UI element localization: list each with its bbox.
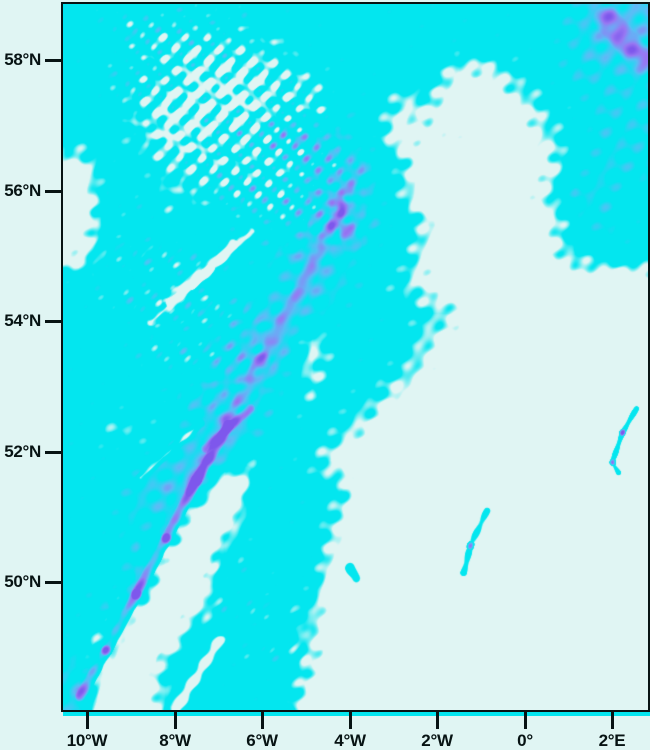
y-tick-mark — [45, 190, 63, 193]
y-tick-label: 56°N — [4, 181, 41, 200]
x-tick-label: 10°W — [66, 731, 108, 750]
x-tick-mark — [524, 712, 527, 729]
x-tick-label: 6°W — [246, 731, 278, 750]
x-tick-label: 8°W — [159, 731, 191, 750]
y-tick-label: 50°N — [4, 572, 41, 591]
map-field-canvas — [63, 4, 648, 710]
x-tick-label: 0° — [517, 731, 533, 750]
y-tick-label: 52°N — [4, 442, 41, 461]
x-tick-mark — [261, 712, 264, 729]
y-tick-mark — [45, 59, 63, 62]
x-tick-label: 2°W — [421, 731, 453, 750]
x-tick-label: 2°E — [598, 731, 626, 750]
y-tick-mark — [45, 451, 63, 454]
x-tick-label: 4°W — [334, 731, 366, 750]
y-tick-label: 54°N — [4, 311, 41, 330]
x-tick-mark — [436, 712, 439, 729]
y-tick-mark — [45, 581, 63, 584]
y-tick-mark — [45, 320, 63, 323]
y-tick-label: 58°N — [4, 50, 41, 69]
x-tick-mark — [349, 712, 352, 729]
x-tick-mark — [174, 712, 177, 729]
x-tick-mark — [86, 712, 89, 729]
x-tick-mark — [611, 712, 614, 729]
bottom-cyan-strip — [63, 712, 650, 716]
